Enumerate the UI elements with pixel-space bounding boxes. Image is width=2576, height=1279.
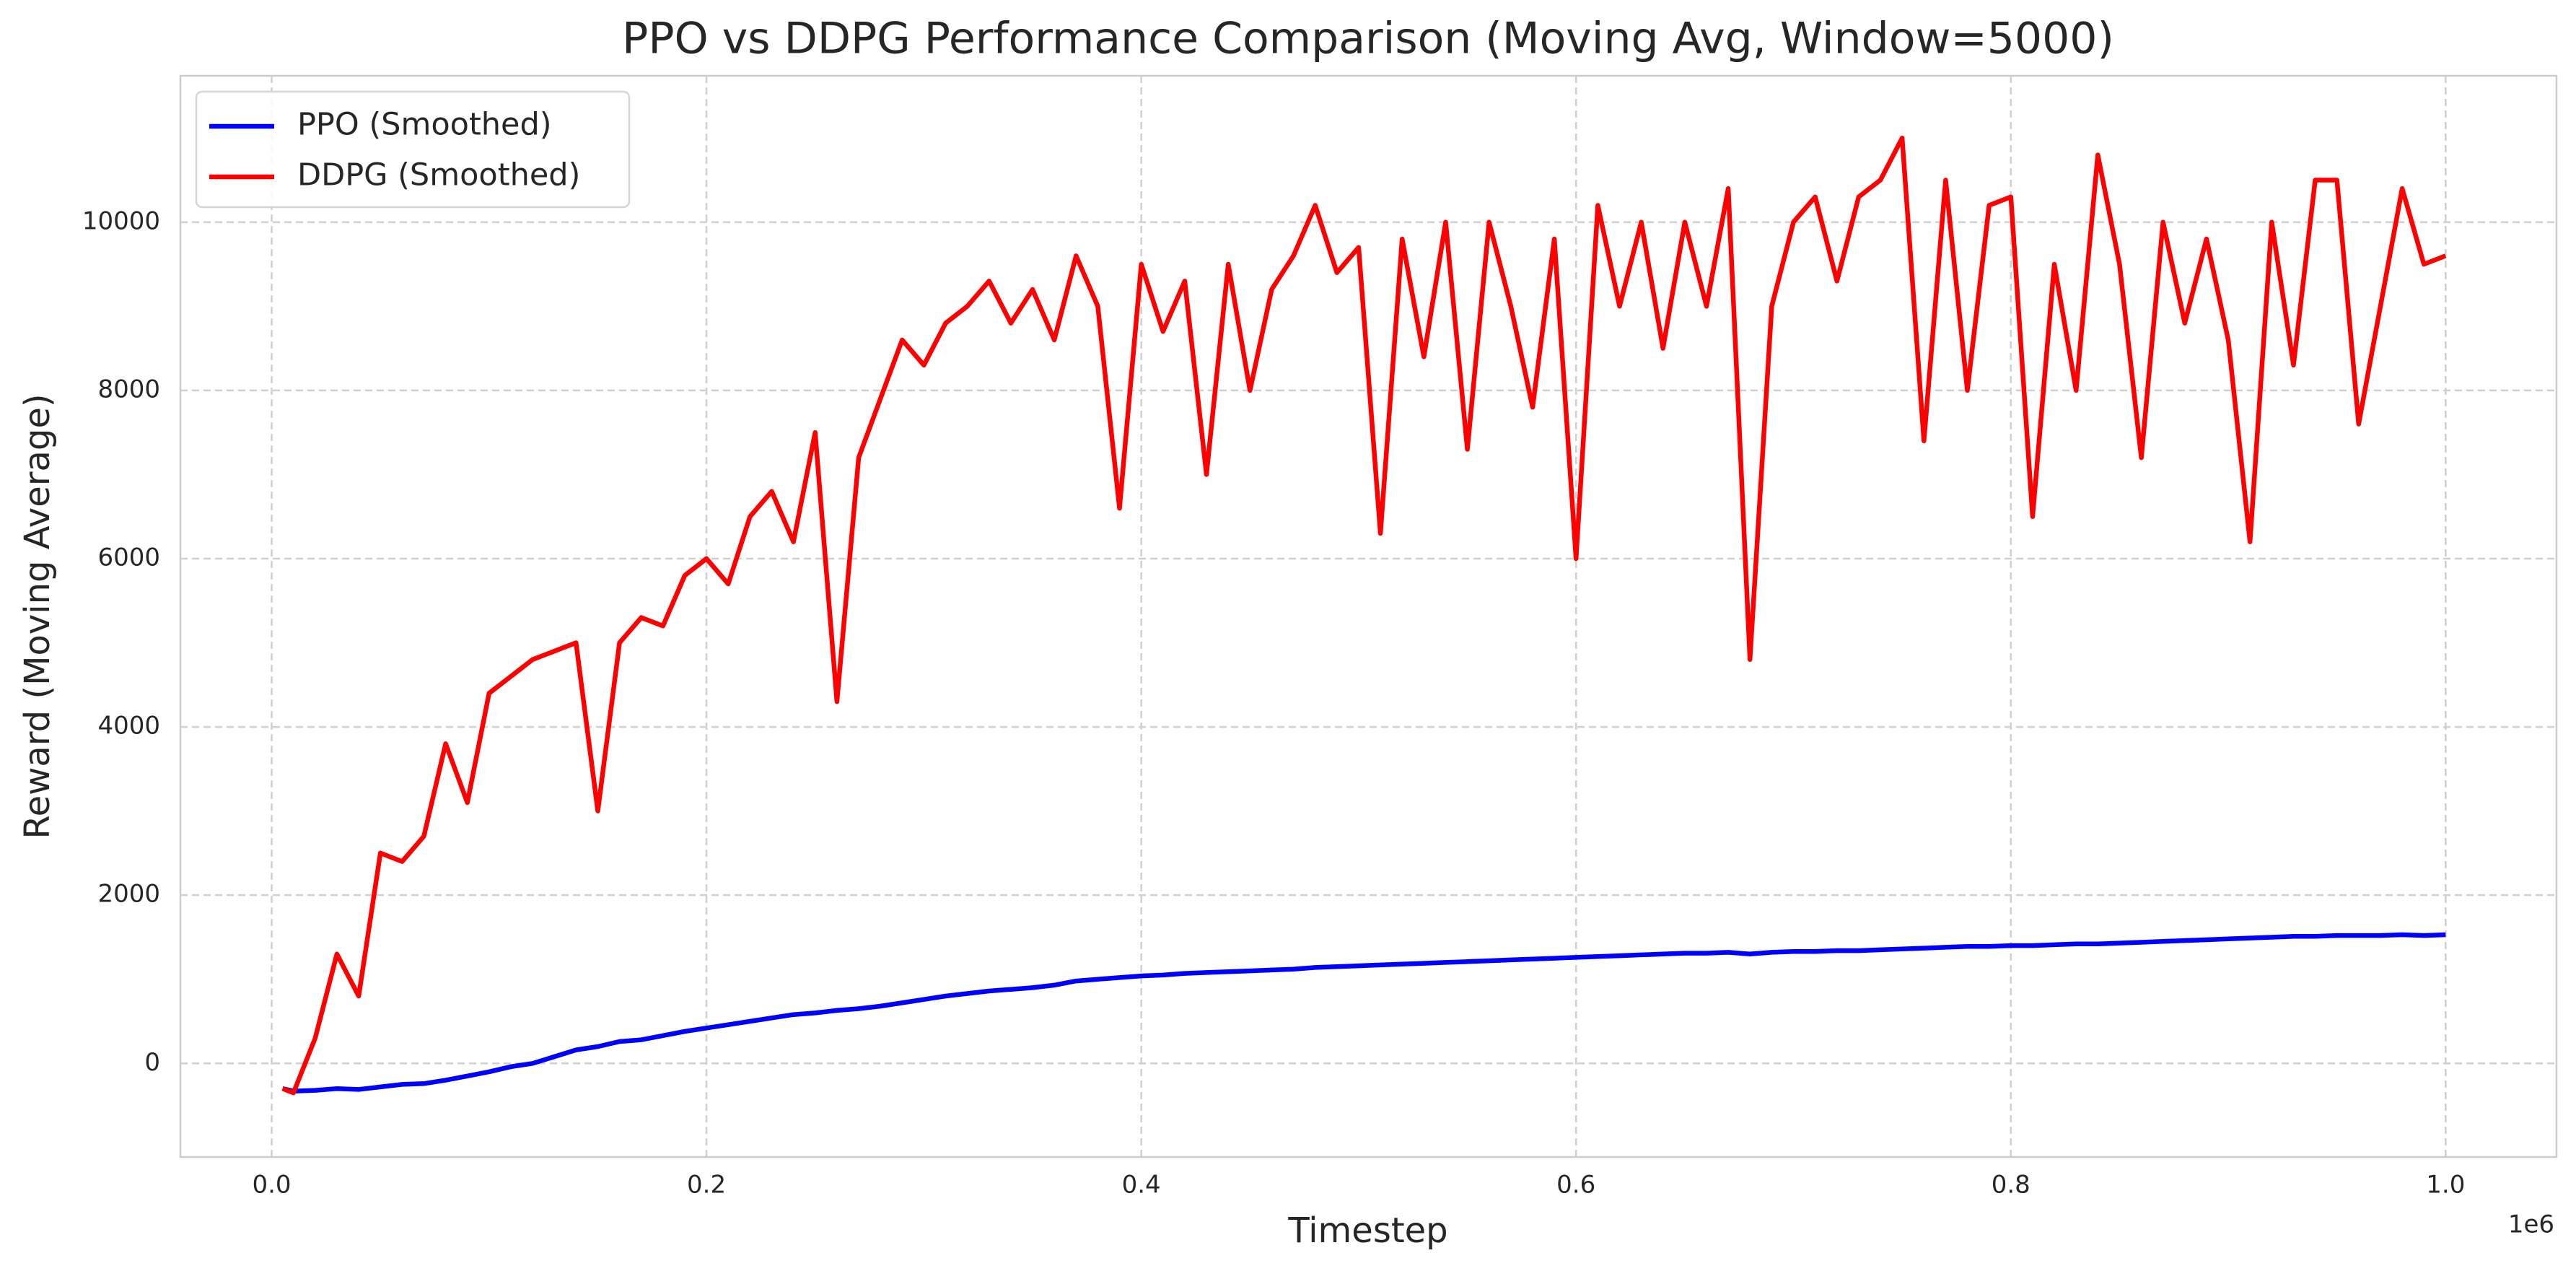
- y-tick-label: 6000: [97, 543, 160, 572]
- y-tick-label: 4000: [97, 712, 160, 741]
- plot-frame: [179, 74, 2558, 1158]
- x-tick-label: 0.2: [687, 1171, 726, 1200]
- x-tick-label: 0.6: [1556, 1171, 1595, 1200]
- y-tick-label: 2000: [97, 880, 160, 909]
- legend-label: DDPG (Smoothed): [297, 157, 580, 193]
- y-tick-label: 0: [144, 1048, 160, 1077]
- x-offset-label: 1e6: [2508, 1210, 2554, 1239]
- x-tick-label: 0.4: [1122, 1171, 1161, 1200]
- y-tick-label: 8000: [97, 375, 160, 403]
- x-tick-label: 0.0: [252, 1171, 291, 1200]
- legend-box: [195, 90, 631, 209]
- y-tick-label: 10000: [82, 206, 160, 235]
- x-tick-label: 1.0: [2426, 1171, 2465, 1200]
- chart-title: PPO vs DDPG Performance Comparison (Movi…: [622, 14, 2114, 64]
- legend-label: PPO (Smoothed): [297, 107, 552, 143]
- x-axis-label: Timestep: [1287, 1210, 1447, 1251]
- x-tick-label: 0.8: [1992, 1171, 2030, 1200]
- y-axis-label: Reward (Moving Average): [17, 393, 58, 839]
- data-line: [281, 135, 2447, 1096]
- data-line: [281, 932, 2446, 1094]
